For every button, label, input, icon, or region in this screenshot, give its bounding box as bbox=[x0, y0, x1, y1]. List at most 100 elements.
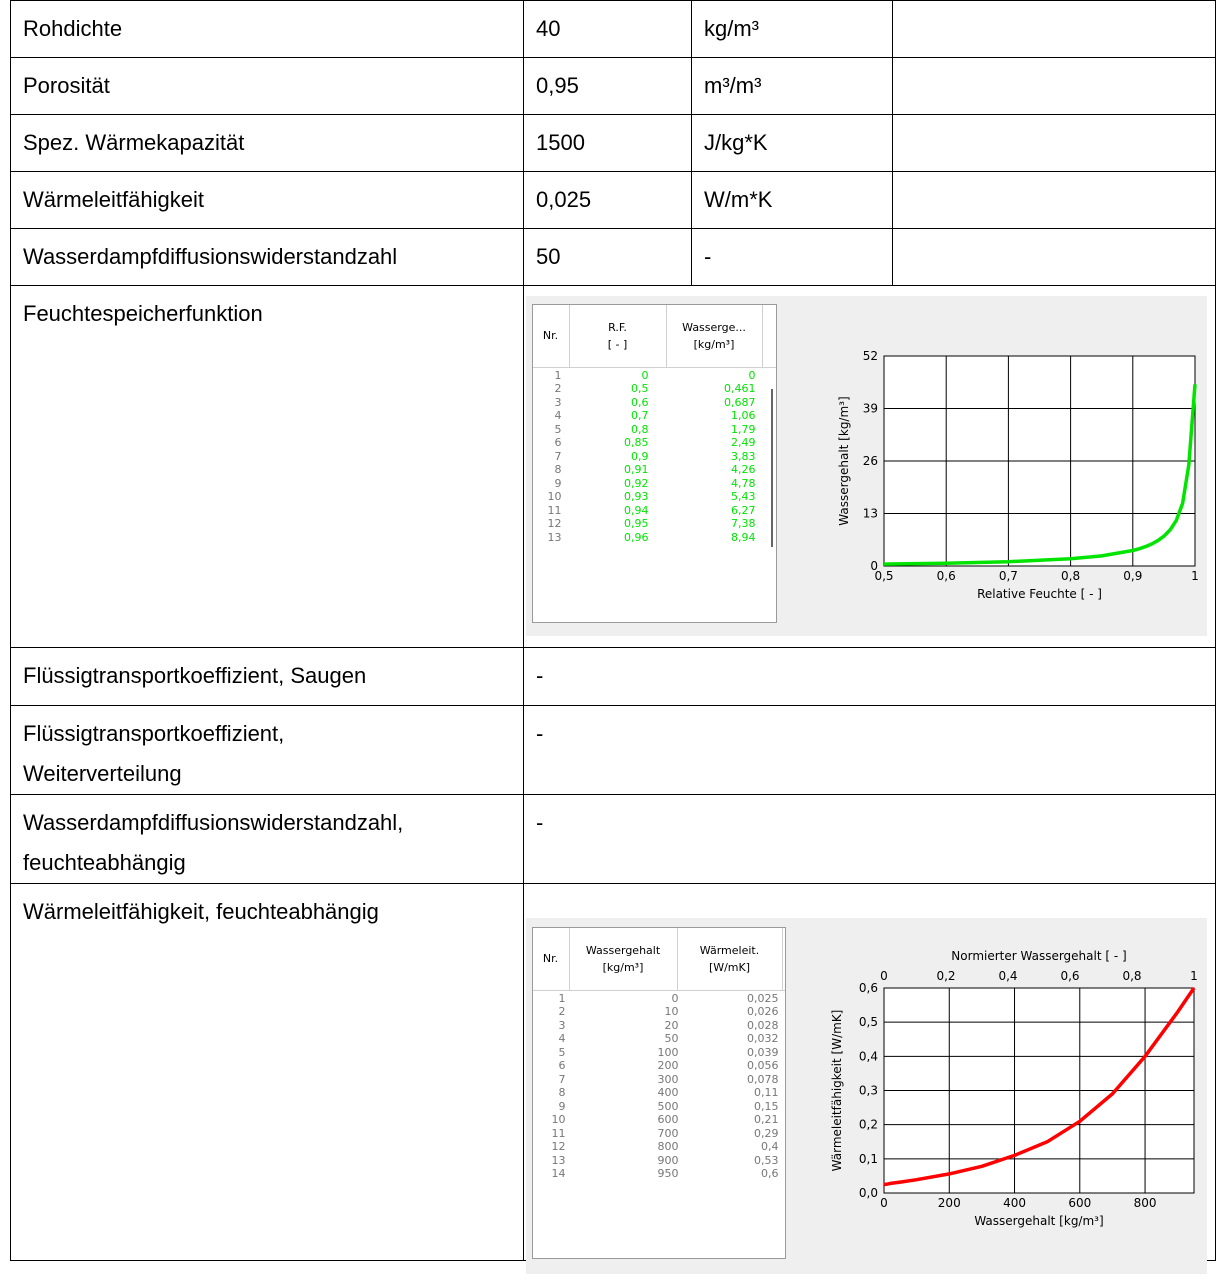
table-row[interactable]: 10 600 0,21 bbox=[533, 1113, 785, 1126]
row-number: 6 bbox=[558, 1059, 566, 1072]
table-row[interactable]: 8 0,91 4,26 bbox=[533, 463, 776, 476]
table-row[interactable]: 3 0,6 0,687 bbox=[533, 396, 776, 409]
top-tick-label: 1 bbox=[1190, 969, 1198, 983]
table-row[interactable]: 12 0,95 7,38 bbox=[533, 517, 776, 530]
header-waermeleit: Wärmeleit. [W/mK] bbox=[678, 927, 783, 990]
cell-label: Flüssigtransportkoeffizient, Weitervertei… bbox=[10, 705, 524, 795]
row-porositaet: Porosität 0,95 m³/m³ bbox=[10, 57, 1216, 115]
row-number: 12 bbox=[547, 517, 562, 530]
x-tick-label: 1 bbox=[1191, 569, 1199, 583]
table-row[interactable]: 1 0 0 bbox=[533, 369, 776, 382]
table-row[interactable]: 3 20 0,028 bbox=[533, 1019, 785, 1032]
table-row[interactable]: 13 900 0,53 bbox=[533, 1154, 785, 1167]
row-waermeleitfaehigkeit-feuchteabhaengig: Wärmeleitfähigkeit, feuchteabhängig Nr. … bbox=[10, 883, 1216, 1274]
y-axis-label: Wassergehalt [kg/m³] bbox=[837, 396, 851, 525]
y-tick-label: 52 bbox=[862, 349, 877, 363]
table-row[interactable]: 7 300 0,078 bbox=[533, 1073, 785, 1086]
y-axis-label: Wärmeleitfähigkeit [W/mK] bbox=[830, 1009, 844, 1171]
table-row[interactable]: 2 10 0,026 bbox=[533, 1005, 785, 1018]
cell-label: Wärmeleitfähigkeit bbox=[10, 171, 524, 229]
scrollbar-thumb[interactable] bbox=[770, 388, 773, 547]
cell-value: 0,461 bbox=[724, 382, 756, 395]
cell-empty bbox=[892, 228, 1216, 286]
cell-label: Wasserdampfdiffusionswiderstandzahl, feuc… bbox=[10, 794, 524, 884]
row-weiterverteilung: Flüssigtransportkoeffizient, Weitervertei… bbox=[10, 705, 1216, 795]
cell-value: 600 bbox=[657, 1113, 679, 1126]
table-row[interactable]: 6 0,85 2,49 bbox=[533, 436, 776, 449]
cell-value: 0,53 bbox=[754, 1153, 779, 1167]
top-tick-label: 0,2 bbox=[936, 969, 955, 983]
table-row[interactable]: 4 0,7 1,06 bbox=[533, 409, 776, 422]
table-row[interactable]: 8 400 0,11 bbox=[533, 1086, 785, 1099]
moisture-storage-panel: Nr. R.F.[ - ] Wasserge... [kg/m³] 1 0 0 2 0,5… bbox=[525, 295, 1207, 636]
data-series-line bbox=[883, 383, 1197, 566]
row-number: 13 bbox=[547, 530, 562, 544]
cell-unit: - bbox=[691, 228, 893, 286]
row-number: 13 bbox=[551, 1153, 566, 1167]
table-row[interactable]: 5 0,8 1,79 bbox=[533, 423, 776, 436]
cell-empty bbox=[892, 114, 1216, 172]
label-line-1: Flüssigtransportkoeffizient, bbox=[23, 721, 285, 746]
header-w-unit: [kg/m³] bbox=[602, 960, 644, 974]
header-rf-label: R.F. bbox=[608, 320, 627, 334]
table-row[interactable]: 5 100 0,039 bbox=[533, 1046, 785, 1059]
table-row[interactable]: 11 0,94 6,27 bbox=[533, 504, 776, 517]
row-number: 7 bbox=[554, 449, 562, 463]
table-row[interactable]: 9 500 0,15 bbox=[533, 1100, 785, 1113]
cell-value: 400 bbox=[657, 1086, 679, 1099]
cell-value: 0,056 bbox=[747, 1059, 779, 1072]
cell-value: 0,6 bbox=[631, 395, 649, 409]
table-row[interactable]: 6 200 0,056 bbox=[533, 1059, 785, 1072]
x-tick-label: 0,9 bbox=[1123, 569, 1142, 583]
y-tick-label: 0,5 bbox=[858, 1015, 877, 1029]
cell-value: 0,025 bbox=[747, 991, 779, 1005]
table-row[interactable]: 9 0,92 4,78 bbox=[533, 477, 776, 490]
cell-value: 20 bbox=[664, 1018, 679, 1032]
table-row[interactable]: 11 700 0,29 bbox=[533, 1127, 785, 1140]
x-tick-label: 0 bbox=[880, 1196, 888, 1210]
x-axis-label: Relative Feuchte [ - ] bbox=[977, 587, 1102, 601]
cell-value: 0,6 bbox=[761, 1167, 779, 1180]
header-rf: R.F. [ - ] bbox=[570, 304, 667, 367]
cell-value: 1,79 bbox=[731, 422, 756, 436]
material-properties-table: Rohdichte 40 kg/m³ Porosität 0,95 m³/m³ … bbox=[10, 0, 1216, 1274]
cell-value: 1500 bbox=[523, 114, 692, 172]
cell-value: 200 bbox=[657, 1059, 679, 1072]
table-row[interactable]: 2 0,5 0,461 bbox=[533, 382, 776, 395]
table-row[interactable]: 13 0,96 8,94 bbox=[533, 531, 776, 544]
cell-value: 0,039 bbox=[747, 1045, 779, 1059]
header-w-label: Wassergehalt bbox=[585, 943, 661, 957]
cell-label: Wärmeleitfähigkeit, feuchteabhängig bbox=[10, 883, 524, 1261]
cell-value: 7,38 bbox=[731, 517, 756, 530]
table-row[interactable]: 4 50 0,032 bbox=[533, 1032, 785, 1045]
y-tick-label: 39 bbox=[862, 401, 877, 415]
row-number: 12 bbox=[551, 1140, 566, 1153]
row-number: 10 bbox=[547, 490, 562, 503]
moisture-storage-chart: 0,5 0,6 0,7 0,8 0,9 1 0 13 26 39 52 Relative Feucht… bbox=[837, 349, 1199, 601]
cell-value: 3,83 bbox=[731, 449, 756, 463]
table-row[interactable]: 10 0,93 5,43 bbox=[533, 490, 776, 503]
cell-label: Porosität bbox=[10, 57, 524, 115]
cell-value: - bbox=[523, 705, 1216, 795]
row-number: 6 bbox=[554, 436, 562, 449]
cell-value: 0 bbox=[641, 368, 649, 382]
table-row[interactable]: 14 950 0,6 bbox=[533, 1167, 785, 1180]
cell-label: Flüssigtransportkoeffizient, Saugen bbox=[10, 647, 524, 706]
table-row[interactable]: 12 800 0,4 bbox=[533, 1140, 785, 1153]
table-row[interactable]: 1 0 0,025 bbox=[533, 992, 785, 1005]
row-diffusionswiderstand: Wasserdampfdiffusionswiderstandzahl 50 - bbox=[10, 228, 1216, 286]
row-number: 2 bbox=[554, 382, 562, 395]
grid-header: Nr. R.F. [ - ] Wasserge... [kg/m³] bbox=[532, 304, 776, 368]
x-tick-label: 400 bbox=[1003, 1196, 1026, 1210]
chart-title: Normierter Wassergehalt [ - ] bbox=[951, 949, 1126, 963]
cell-value: 4,26 bbox=[731, 463, 756, 476]
header-l-unit: [W/mK] bbox=[708, 960, 751, 974]
cell-value: 0,026 bbox=[747, 1005, 779, 1018]
cell-empty bbox=[892, 57, 1216, 115]
label-line-2: feuchteabhängig bbox=[23, 850, 186, 875]
row-number: 5 bbox=[558, 1045, 566, 1059]
cell-value: 1,06 bbox=[731, 409, 756, 422]
cell-label: Feuchtespeicherfunktion bbox=[10, 285, 524, 648]
table-row[interactable]: 7 0,9 3,83 bbox=[533, 450, 776, 463]
cell-value: 0,21 bbox=[754, 1113, 779, 1126]
